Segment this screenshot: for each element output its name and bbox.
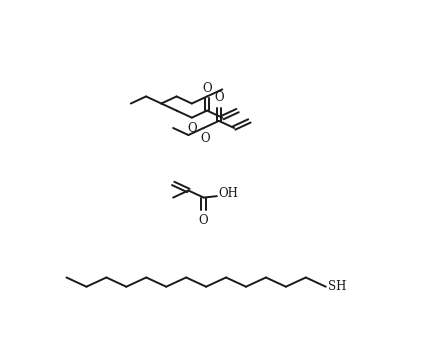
Text: O: O <box>187 122 197 135</box>
Text: SH: SH <box>328 280 346 293</box>
Text: O: O <box>200 132 210 145</box>
Text: O: O <box>214 91 224 104</box>
Text: O: O <box>202 82 212 95</box>
Text: O: O <box>199 214 208 227</box>
Text: OH: OH <box>218 187 239 200</box>
